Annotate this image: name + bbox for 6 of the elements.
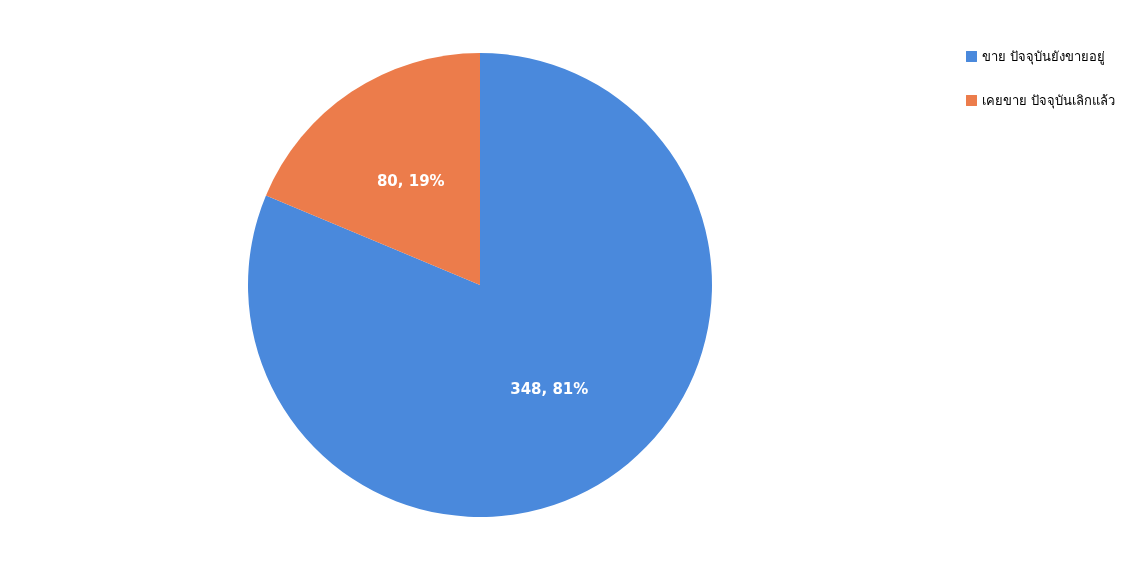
data-label: 80, 19% [376, 171, 445, 190]
pie-slice [248, 53, 712, 517]
data-label: 348, 81% [510, 380, 589, 399]
legend-label: เคยขาย ปัจจุบันเลิกแล้ว [982, 92, 1116, 109]
legend-label: ขาย ปัจจุบันยังขายอยู่ [982, 48, 1106, 65]
pie-slice [265, 53, 480, 285]
